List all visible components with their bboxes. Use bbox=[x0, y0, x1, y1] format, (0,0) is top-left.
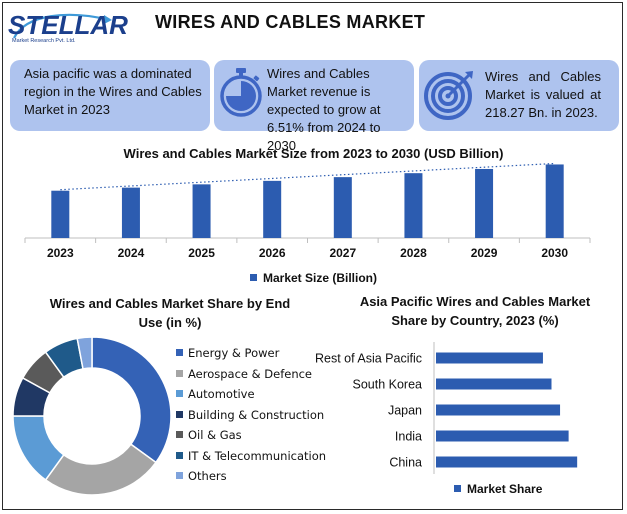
donut-chart-title: Wires and Cables Market Share by End Use… bbox=[49, 296, 291, 330]
legend-label: Building & Construction bbox=[188, 407, 325, 422]
country-share-bar-chart: Rest of Asia Pacific South Korea Japan Indi… bbox=[315, 342, 578, 474]
y-tick-label: South Korea bbox=[353, 378, 423, 392]
info-card-region: Asia pacific was a dominated region in t… bbox=[10, 60, 210, 131]
legend-item: IT & Telecommunication bbox=[176, 449, 326, 470]
hbar-China bbox=[436, 456, 578, 468]
bar-2027 bbox=[333, 177, 352, 238]
x-tick-label: 2023 bbox=[47, 246, 74, 260]
legend-label: Energy & Power bbox=[188, 346, 280, 360]
info-card-text: Wires and Cables Market is valued at 218… bbox=[485, 69, 601, 120]
legend-label: Market Size (Billion) bbox=[262, 271, 378, 285]
bar-2023 bbox=[51, 190, 70, 238]
legend-swatch bbox=[176, 410, 183, 418]
donut-slice-0 bbox=[91, 336, 172, 464]
legend-label: Aerospace & Defence bbox=[188, 366, 313, 381]
legend-swatch bbox=[454, 485, 461, 493]
bar-chart-legend: Market Size (Billion) bbox=[0, 271, 627, 285]
donut-slice-1 bbox=[44, 443, 157, 496]
hbar-Rest of Asia Pacific bbox=[436, 352, 543, 364]
y-tick-label: Rest of Asia Pacific bbox=[315, 352, 422, 366]
stellar-logo: STELLAR Market Research Pvt. Ltd. bbox=[8, 8, 128, 50]
y-tick-label: Japan bbox=[388, 404, 422, 418]
legend-swatch bbox=[176, 390, 183, 397]
legend-item: Aerospace & Defence bbox=[176, 367, 326, 388]
legend-item: Automotive bbox=[176, 387, 326, 408]
bar-2030 bbox=[545, 164, 564, 238]
legend-swatch bbox=[176, 472, 183, 479]
hbar-India bbox=[436, 430, 569, 442]
info-card-text: Wires and Cables Market revenue is expec… bbox=[267, 66, 381, 153]
x-tick-label: 2028 bbox=[400, 246, 427, 260]
market-size-bar-chart: 2023 2024 2025 2026 2027 2028 2029 2030 bbox=[24, 162, 591, 260]
x-tick-label: 2026 bbox=[259, 246, 286, 260]
x-tick-label: 2029 bbox=[471, 246, 498, 260]
info-card-valuation: Wires and Cables Market is valued at 218… bbox=[419, 60, 619, 131]
page-title: WIRES AND CABLES MARKET bbox=[155, 12, 426, 32]
stopwatch-icon bbox=[220, 68, 262, 117]
legend-label: Automotive bbox=[188, 387, 255, 401]
hbar-chart-title: Asia Pacific Wires and Cables Market Sha… bbox=[359, 294, 591, 328]
legend-swatch bbox=[176, 451, 183, 459]
bar-chart-title: Wires and Cables Market Size from 2023 t… bbox=[123, 146, 504, 161]
trendline bbox=[60, 162, 555, 191]
x-tick-label: 2030 bbox=[541, 246, 568, 260]
legend-label: Others bbox=[188, 469, 227, 483]
legend-item: Others bbox=[176, 469, 326, 490]
x-tick-label: 2024 bbox=[118, 246, 145, 260]
x-tick-label: 2025 bbox=[188, 246, 215, 260]
target-icon bbox=[424, 71, 473, 120]
legend-swatch bbox=[249, 274, 257, 282]
bar-2029 bbox=[475, 168, 494, 238]
hbar-Japan bbox=[436, 404, 561, 416]
legend-swatch bbox=[176, 431, 183, 438]
donut-slice-6 bbox=[76, 336, 93, 370]
logo-subtitle: Market Research Pvt. Ltd. bbox=[12, 38, 76, 44]
legend-swatch bbox=[176, 349, 183, 356]
bar-2028 bbox=[404, 173, 423, 238]
hbar-chart-legend: Market Share bbox=[454, 482, 542, 496]
bar-2025 bbox=[192, 184, 211, 238]
logo-swoosh-icon bbox=[13, 13, 112, 39]
y-tick-label: China bbox=[389, 456, 422, 470]
y-tick-label: India bbox=[395, 430, 422, 444]
x-tick-label: 2027 bbox=[329, 246, 356, 260]
info-card-text: Asia pacific was a dominated region in t… bbox=[24, 66, 202, 117]
logo-name: STELLAR bbox=[8, 10, 128, 40]
legend-swatch bbox=[176, 369, 183, 377]
legend-item: Energy & Power bbox=[176, 346, 326, 367]
hbar-South Korea bbox=[436, 378, 552, 390]
end-use-donut-chart bbox=[12, 336, 172, 496]
bar-2026 bbox=[263, 180, 282, 238]
legend-item: Oil & Gas bbox=[176, 428, 326, 449]
legend-label: IT & Telecommunication bbox=[188, 448, 327, 463]
donut-chart-legend: Energy & Power Aerospace & Defence Automot… bbox=[176, 346, 326, 490]
bar-2024 bbox=[121, 187, 140, 238]
info-card-growth: Wires and Cables Market revenue is expec… bbox=[214, 60, 414, 153]
legend-label: Market Share bbox=[467, 482, 543, 496]
legend-label: Oil & Gas bbox=[188, 428, 242, 442]
legend-item: Building & Construction bbox=[176, 408, 326, 429]
